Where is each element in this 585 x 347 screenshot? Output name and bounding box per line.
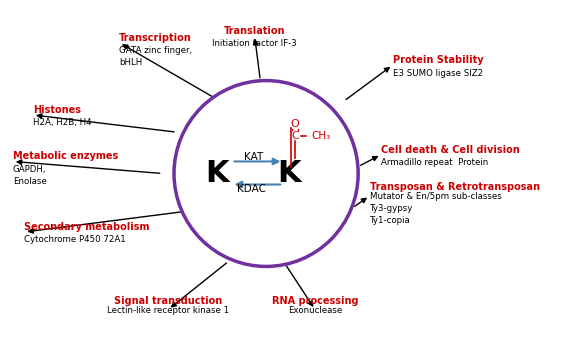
Text: C: C <box>291 130 299 141</box>
Text: K: K <box>277 159 301 188</box>
Text: Transcription: Transcription <box>119 33 192 43</box>
Text: H2A, H2B, H4: H2A, H2B, H4 <box>33 118 92 127</box>
Text: Translation: Translation <box>224 26 285 36</box>
Text: Signal transduction: Signal transduction <box>114 296 222 306</box>
Text: GATA zinc finger,
bHLH: GATA zinc finger, bHLH <box>119 46 192 67</box>
Text: Mutator & En/5pm sub-classes
Ty3-gypsy
Ty1-copia: Mutator & En/5pm sub-classes Ty3-gypsy T… <box>370 193 501 225</box>
Text: Initiation factor IF-3: Initiation factor IF-3 <box>212 39 297 48</box>
Text: Armadillo repeat  Protein: Armadillo repeat Protein <box>381 158 488 167</box>
Text: Histones: Histones <box>33 105 81 115</box>
Text: Transposan & Retrotransposan: Transposan & Retrotransposan <box>370 183 540 193</box>
Text: Metabolic enzymes: Metabolic enzymes <box>13 151 118 161</box>
Text: KAT: KAT <box>244 152 263 162</box>
Text: GAPDH,
Enolase: GAPDH, Enolase <box>13 165 47 186</box>
Text: Secondary metabolism: Secondary metabolism <box>25 222 150 232</box>
Text: Exonuclease: Exonuclease <box>288 306 342 315</box>
Text: Cell death & Cell division: Cell death & Cell division <box>381 145 520 154</box>
Text: RNA processing: RNA processing <box>272 296 358 306</box>
Text: Lectin-like receptor kinase 1: Lectin-like receptor kinase 1 <box>107 306 229 315</box>
Text: E3 SUMO ligase SIZ2: E3 SUMO ligase SIZ2 <box>393 68 483 77</box>
Text: K: K <box>205 159 229 188</box>
Text: Protein Stability: Protein Stability <box>393 55 483 65</box>
Text: O: O <box>291 119 300 129</box>
Text: KDAC: KDAC <box>237 184 266 194</box>
Text: Cytochrome P450 72A1: Cytochrome P450 72A1 <box>25 236 126 244</box>
Text: CH₃: CH₃ <box>311 130 330 141</box>
